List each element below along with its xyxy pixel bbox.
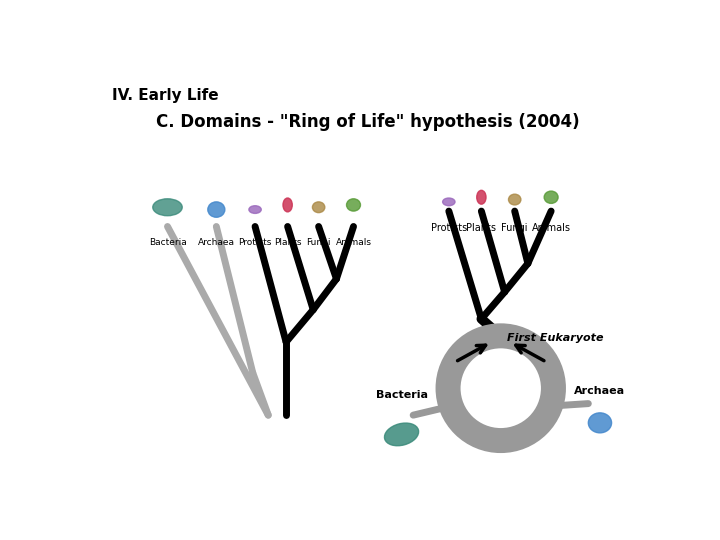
Ellipse shape (508, 194, 521, 205)
Text: Protists: Protists (431, 222, 467, 233)
Text: Bacteria: Bacteria (376, 390, 428, 400)
Ellipse shape (477, 190, 486, 204)
Text: Plants: Plants (467, 222, 496, 233)
Text: IV. Early Life: IV. Early Life (112, 88, 218, 103)
Text: Animals: Animals (336, 238, 372, 247)
Text: Fungi: Fungi (307, 238, 331, 247)
Ellipse shape (384, 423, 418, 445)
Text: Animals: Animals (531, 222, 571, 233)
Ellipse shape (346, 199, 361, 211)
Ellipse shape (249, 206, 261, 213)
Ellipse shape (443, 198, 455, 206)
Ellipse shape (208, 202, 225, 217)
Text: C. Domains - "Ring of Life" hypothesis (2004): C. Domains - "Ring of Life" hypothesis (… (156, 112, 580, 131)
Text: Archaea: Archaea (575, 386, 626, 396)
Text: Fungi: Fungi (501, 222, 528, 233)
Ellipse shape (312, 202, 325, 213)
Text: Archaea: Archaea (198, 238, 235, 247)
Text: Bacteria: Bacteria (148, 238, 186, 247)
Ellipse shape (588, 413, 611, 433)
Text: First Eukaryote: First Eukaryote (507, 333, 603, 343)
Text: Protists: Protists (238, 238, 271, 247)
Ellipse shape (153, 199, 182, 215)
Text: Plants: Plants (274, 238, 302, 247)
Ellipse shape (544, 191, 558, 204)
Ellipse shape (283, 198, 292, 212)
